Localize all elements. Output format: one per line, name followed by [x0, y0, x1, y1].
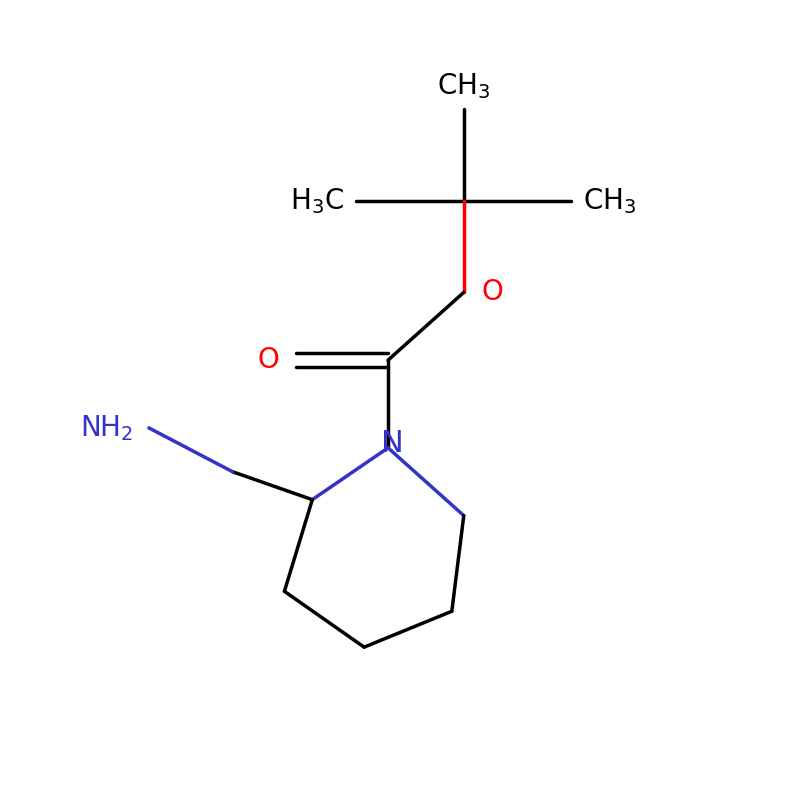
Text: CH$_3$: CH$_3$	[437, 71, 490, 101]
Text: O: O	[257, 346, 279, 374]
Text: O: O	[482, 278, 503, 306]
Text: N: N	[381, 430, 403, 458]
Text: CH$_3$: CH$_3$	[583, 186, 637, 215]
Text: H$_3$C: H$_3$C	[290, 186, 344, 215]
Text: NH$_2$: NH$_2$	[80, 413, 133, 443]
